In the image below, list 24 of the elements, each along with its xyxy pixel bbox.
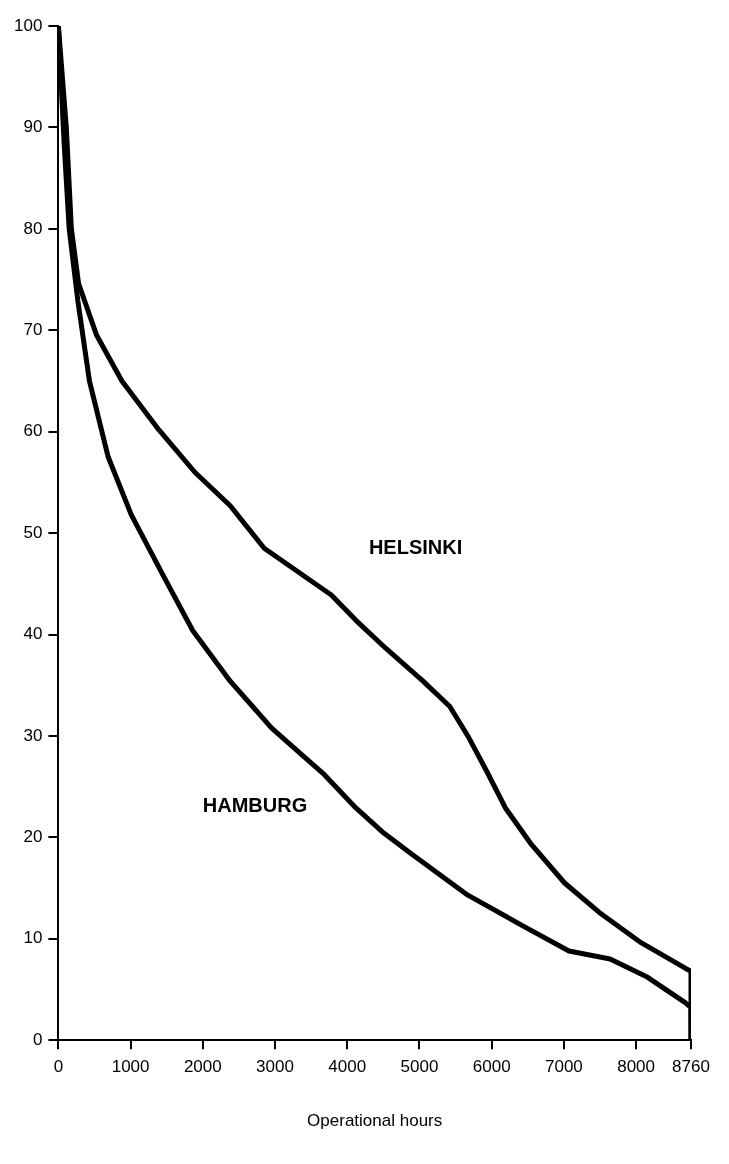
y-tick-label: 0 xyxy=(32,1029,43,1049)
y-tick-label: 50 xyxy=(23,522,43,542)
x-axis-title: Operational hours xyxy=(307,1111,443,1131)
x-tick-label: 6000 xyxy=(472,1057,511,1077)
y-tick-label: 30 xyxy=(23,725,43,745)
y-tick-label: 90 xyxy=(23,117,43,137)
y-tick-label: 100 xyxy=(13,15,43,35)
x-tick-label: 4000 xyxy=(328,1057,367,1077)
x-tick-label: 0 xyxy=(53,1057,64,1077)
y-tick-label: 20 xyxy=(23,827,43,847)
x-tick-label: 5000 xyxy=(400,1057,439,1077)
x-tick-label: 8000 xyxy=(617,1057,656,1077)
text: HELSINKI xyxy=(368,535,463,558)
y-tick-label: 80 xyxy=(23,218,43,238)
y-tick-label: 40 xyxy=(23,624,43,644)
x-tick-label: 8760 xyxy=(672,1057,710,1077)
x-tick-label: 7000 xyxy=(544,1057,583,1077)
x-tick-label: 1000 xyxy=(111,1057,150,1077)
y-tick-label: 60 xyxy=(23,421,43,441)
y-tick-label: 70 xyxy=(23,319,43,339)
y-tick-label: 10 xyxy=(23,928,43,948)
x-tick-label: 2000 xyxy=(183,1057,222,1077)
series-label: HAMBURG xyxy=(202,794,308,817)
x-tick-label: 3000 xyxy=(256,1057,294,1077)
